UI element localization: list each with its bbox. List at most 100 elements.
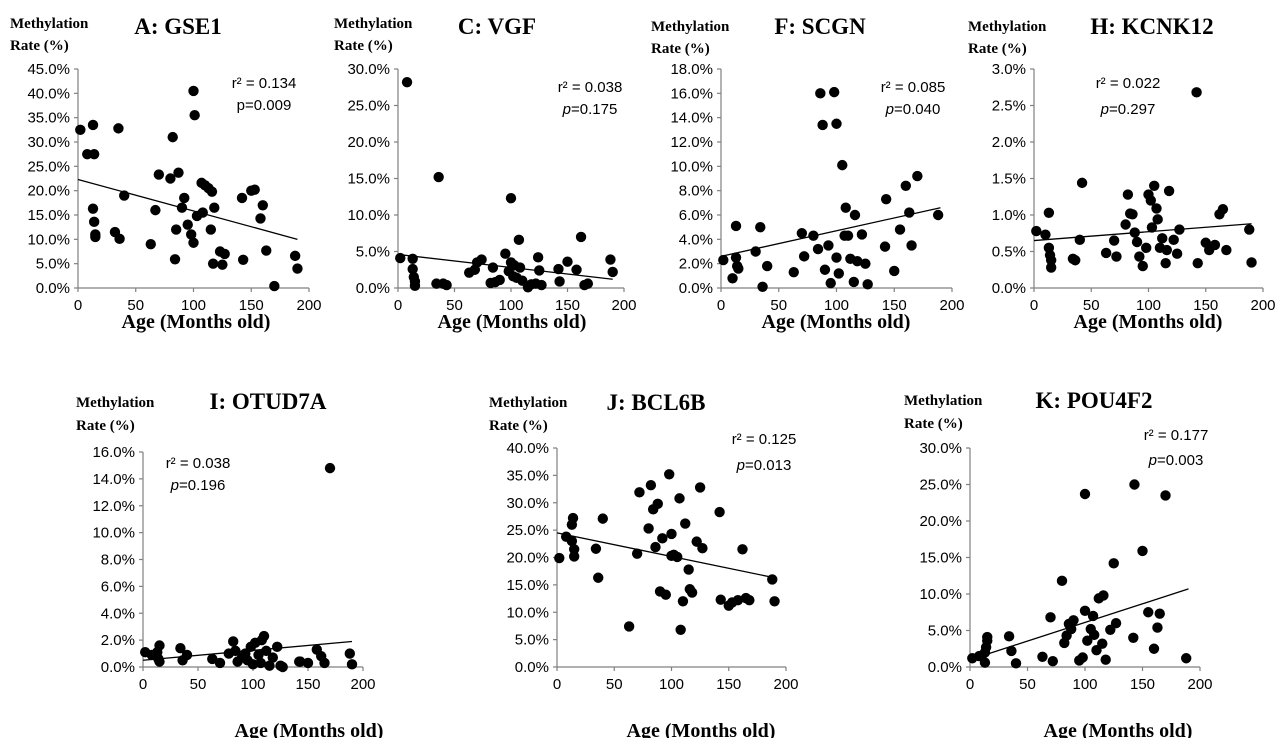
chart-title: H: KCNK12	[1090, 14, 1213, 39]
y-axis-label: Rate (%)	[334, 38, 393, 54]
y-tick-label: 0.0%	[101, 659, 135, 676]
data-point	[255, 657, 266, 669]
data-point	[214, 657, 226, 669]
data-point	[170, 224, 182, 235]
data-point	[182, 219, 193, 230]
data-point	[683, 564, 694, 575]
r-squared-annotation: r² = 0.038	[166, 455, 231, 472]
x-axis-label: Age (Months old)	[762, 311, 911, 333]
x-tick-label: 150	[882, 297, 907, 314]
y-tick-label: 18.0%	[670, 61, 713, 78]
data-point	[837, 159, 848, 171]
y-tick-label: 10.0%	[347, 207, 390, 224]
data-point	[566, 535, 578, 547]
y-axis-label: Rate (%)	[489, 418, 548, 434]
data-point	[1152, 214, 1163, 225]
x-tick-label: 50	[190, 676, 207, 693]
x-tick-label: 100	[240, 676, 265, 693]
data-point	[292, 263, 303, 274]
y-tick-label: 10.0%	[92, 525, 135, 542]
data-point	[674, 493, 685, 504]
y-tick-label: 8.0%	[679, 183, 713, 200]
data-point	[173, 167, 184, 178]
data-point	[590, 543, 602, 554]
x-tick-label: 0	[394, 297, 402, 314]
data-point	[514, 262, 526, 273]
x-tick-label: 150	[239, 297, 264, 314]
data-point	[494, 274, 505, 286]
data-point	[1087, 610, 1099, 622]
data-point	[179, 192, 190, 204]
data-point	[1056, 575, 1068, 587]
y-tick-label: 16.0%	[670, 85, 713, 102]
data-point	[666, 528, 677, 540]
trendline	[1033, 223, 1252, 242]
y-tick-label: 2.5%	[992, 98, 1026, 115]
data-point	[1006, 645, 1017, 657]
y-tick-label: 5.0%	[515, 632, 549, 649]
x-tick-label: 100	[1136, 297, 1161, 314]
p-value-annotation: p=0.297	[1100, 101, 1156, 118]
data-point	[1137, 545, 1148, 557]
data-point	[1108, 558, 1119, 569]
data-point	[718, 254, 729, 266]
data-point	[879, 241, 891, 252]
p-value-annotation: p=0.196	[170, 477, 226, 494]
chart-title: A: GSE1	[134, 14, 222, 39]
data-point	[264, 660, 275, 671]
r-squared-annotation: r² = 0.022	[1096, 75, 1161, 92]
x-tick-label: 0	[1030, 297, 1038, 314]
data-point	[1181, 653, 1192, 664]
y-tick-label: 20.0%	[919, 513, 962, 530]
y-tick-label: 25.0%	[506, 522, 549, 539]
data-point	[1070, 255, 1081, 266]
p-value-annotation: p=0.003	[1148, 452, 1204, 469]
data-point	[205, 224, 217, 235]
y-axis-label: Methylation	[904, 393, 983, 409]
data-point	[744, 595, 755, 606]
data-point	[1209, 239, 1221, 251]
data-point	[150, 204, 161, 216]
y-tick-label: 25.0%	[27, 158, 70, 175]
data-point	[664, 469, 675, 480]
x-tick-label: 100	[659, 676, 684, 693]
data-point	[169, 254, 181, 265]
data-point	[860, 258, 871, 269]
panel-kcnk12: H: KCNK12 Methylation Rate (%) Age (Months …	[968, 14, 1276, 333]
data-point	[1074, 234, 1086, 246]
data-point	[181, 649, 193, 661]
y-axis-label: Methylation	[76, 395, 155, 411]
data-point	[513, 234, 525, 246]
data-point	[1134, 251, 1145, 262]
y-tick-label: 0.0%	[679, 280, 713, 297]
data-point	[593, 572, 604, 583]
data-point	[894, 224, 906, 235]
data-point	[189, 110, 200, 121]
data-point	[571, 264, 582, 275]
y-tick-label: 8.0%	[101, 552, 135, 569]
data-point	[253, 649, 264, 661]
y-tick-label: 14.0%	[670, 110, 713, 127]
x-tick-label: 100	[181, 297, 206, 314]
p-value-annotation: p=0.175	[562, 101, 618, 118]
data-point	[1244, 224, 1255, 235]
y-tick-label: 6.0%	[101, 578, 135, 595]
data-point	[1160, 490, 1171, 501]
data-point	[1031, 225, 1042, 237]
y-tick-label: 25.0%	[347, 98, 390, 115]
data-point	[769, 596, 780, 607]
data-point	[1068, 615, 1079, 626]
data-point	[1089, 629, 1100, 641]
y-tick-label: 0.0%	[356, 280, 390, 297]
x-axis-label: Age (Months old)	[438, 311, 587, 333]
y-tick-label: 5.0%	[928, 623, 962, 640]
data-point	[532, 252, 544, 263]
data-point	[90, 231, 101, 243]
data-point	[680, 518, 691, 529]
x-tick-label: 150	[716, 676, 741, 693]
data-point	[730, 252, 742, 263]
y-tick-label: 0.5%	[992, 244, 1026, 261]
x-tick-label: 0	[139, 676, 147, 693]
y-axis-label: Methylation	[10, 16, 89, 32]
y-tick-label: 10.0%	[506, 604, 549, 621]
